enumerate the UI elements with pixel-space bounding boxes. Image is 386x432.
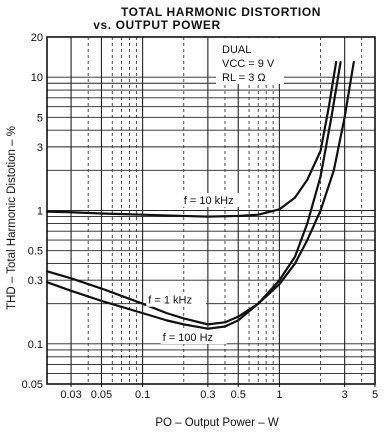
x-tick-label: 0.05: [91, 389, 112, 401]
series-label-bg: [181, 192, 248, 207]
x-tick-label: 1: [276, 389, 282, 401]
series-label: f = 100 Hz: [163, 332, 213, 344]
series-line: [45, 60, 355, 330]
chart-subtitle: vs. OUTPUT POWER: [93, 18, 221, 32]
y-tick-label: 5: [37, 112, 43, 124]
y-tick-label: 1: [37, 206, 43, 218]
y-tick-label: 20: [31, 32, 43, 44]
series-labels: f = 10 kHz f = 1 kHz f = 100 Hz: [146, 192, 248, 345]
x-tick-label: 0.3: [200, 389, 215, 401]
annotation-line-3: RL = 3 Ω: [222, 72, 266, 84]
x-tick-label: 0.5: [231, 389, 246, 401]
chart-title: TOTAL HARMONIC DISTORTION: [120, 5, 322, 19]
series-label-bg: [146, 292, 207, 307]
annotation-box: [216, 38, 284, 84]
series-label-bg: [160, 330, 227, 345]
series-line: [45, 60, 342, 326]
y-axis-label: THD – Total Harmonic Distotion – %: [6, 126, 18, 310]
y-tick-label: 0.5: [28, 246, 43, 258]
series-label: f = 1 kHz: [148, 295, 192, 307]
annotation-line-1: DUAL: [222, 44, 251, 56]
series-layer: [45, 60, 355, 330]
grid: [47, 37, 375, 384]
x-tick-label: 5: [372, 389, 378, 401]
y-tick-label: 0.3: [28, 275, 43, 287]
x-axis-label: PO – Output Power – W: [155, 417, 279, 429]
series-label: f = 10 kHz: [184, 195, 234, 207]
tick-labels: 0.03 0.05 0.1 0.3 0.5 1 3 5 0.05 0.1 0.3 0.5 1 3 5 10 20: [22, 32, 378, 401]
x-tick-label: 3: [342, 389, 348, 401]
y-tick-label: 3: [37, 142, 43, 154]
y-tick-label: 0.1: [28, 339, 43, 351]
plot-frame: [46, 36, 376, 385]
y-tick-label: 10: [31, 72, 43, 84]
x-tick-label: 0.1: [135, 389, 150, 401]
annotation-line-2: VCC = 9 V: [222, 58, 275, 70]
x-tick-label: 0.03: [60, 389, 81, 401]
y-tick-label: 0.05: [22, 379, 43, 391]
series-line: [45, 60, 338, 218]
